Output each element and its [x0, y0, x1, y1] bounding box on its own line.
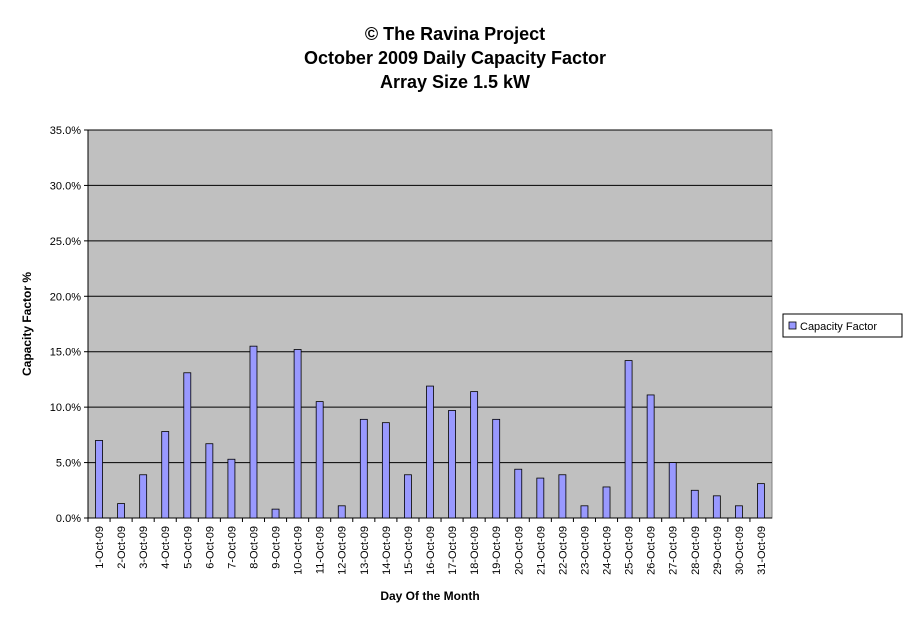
legend-box — [782, 313, 903, 338]
x-tick-label: 13-Oct-09 — [359, 526, 371, 575]
x-tick-label: 4-Oct-09 — [160, 526, 172, 569]
x-tick-label: 23-Oct-09 — [579, 526, 591, 575]
x-tick-label: 26-Oct-09 — [646, 526, 658, 575]
bar — [271, 508, 280, 519]
x-tick-label: 7-Oct-09 — [226, 526, 238, 569]
bar — [668, 462, 677, 519]
bar — [337, 505, 346, 519]
x-tick-label: 19-Oct-09 — [491, 526, 503, 575]
x-tick-label: 10-Oct-09 — [293, 526, 305, 575]
x-tick-label: 27-Oct-09 — [668, 526, 680, 575]
x-tick-label: 18-Oct-09 — [469, 526, 481, 575]
bar — [580, 505, 589, 519]
bar — [712, 495, 721, 519]
y-tick-label: 5.0% — [56, 458, 81, 470]
bar — [315, 401, 324, 519]
legend-swatch — [788, 321, 797, 330]
bar — [359, 418, 368, 519]
bar — [448, 410, 456, 519]
x-tick-label: 3-Oct-09 — [138, 526, 150, 569]
x-tick-label: 30-Oct-09 — [734, 526, 746, 575]
x-tick-label: 12-Oct-09 — [337, 526, 349, 575]
bar — [117, 503, 125, 519]
x-tick-label: 22-Oct-09 — [557, 526, 569, 575]
x-tick-label: 16-Oct-09 — [425, 526, 437, 575]
x-tick-label: 15-Oct-09 — [403, 526, 415, 575]
bar — [139, 474, 148, 519]
x-tick-label: 8-Oct-09 — [248, 526, 260, 569]
y-tick-label: 0.0% — [56, 513, 81, 525]
x-axis-title: Day Of the Month — [380, 589, 479, 603]
bar — [95, 439, 103, 519]
x-tick-label: 1-Oct-09 — [94, 526, 106, 569]
x-tick-label: 5-Oct-09 — [182, 526, 194, 569]
chart-title: Array Size 1.5 kW — [380, 72, 530, 92]
bar — [249, 345, 258, 519]
x-tick-label: 20-Oct-09 — [513, 526, 525, 575]
chart-title: October 2009 Daily Capacity Factor — [304, 48, 606, 68]
y-tick-label: 20.0% — [50, 291, 81, 303]
bar — [514, 468, 523, 519]
y-tick-label: 25.0% — [50, 236, 81, 248]
y-tick-label: 10.0% — [50, 402, 81, 414]
x-tick-label: 11-Oct-09 — [315, 526, 327, 574]
x-tick-label: 2-Oct-09 — [116, 526, 128, 569]
bar — [757, 483, 765, 519]
bar — [381, 422, 390, 519]
x-tick-label: 21-Oct-09 — [535, 526, 547, 575]
bar — [227, 458, 236, 519]
bar — [470, 391, 479, 519]
x-tick-label: 6-Oct-09 — [204, 526, 216, 569]
x-tick-label: 24-Oct-09 — [602, 526, 614, 575]
bar — [205, 443, 214, 519]
bar — [426, 385, 434, 519]
x-tick-label: 14-Oct-09 — [381, 526, 393, 575]
bar — [602, 486, 611, 519]
y-axis-title: Capacity Factor % — [20, 272, 34, 376]
bar — [293, 349, 302, 519]
bar — [183, 372, 192, 519]
x-tick-label: 17-Oct-09 — [447, 526, 459, 575]
y-tick-label: 30.0% — [50, 180, 81, 192]
bar — [558, 474, 567, 519]
bar — [624, 360, 633, 519]
bar — [646, 394, 655, 519]
chart-title: © The Ravina Project — [365, 24, 545, 44]
bar — [690, 489, 699, 519]
legend-label: Capacity Factor — [800, 321, 877, 333]
x-tick-label: 25-Oct-09 — [624, 526, 636, 575]
x-tick-label: 28-Oct-09 — [690, 526, 702, 575]
bar — [492, 418, 501, 519]
x-tick-label: 9-Oct-09 — [271, 526, 283, 569]
bar — [404, 474, 412, 519]
bar — [735, 505, 743, 519]
y-tick-label: 35.0% — [50, 125, 81, 137]
y-tick-label: 15.0% — [50, 347, 81, 359]
bar — [536, 477, 545, 519]
x-tick-label: 29-Oct-09 — [712, 526, 724, 575]
bar — [161, 431, 170, 519]
x-tick-label: 31-Oct-09 — [756, 526, 768, 575]
